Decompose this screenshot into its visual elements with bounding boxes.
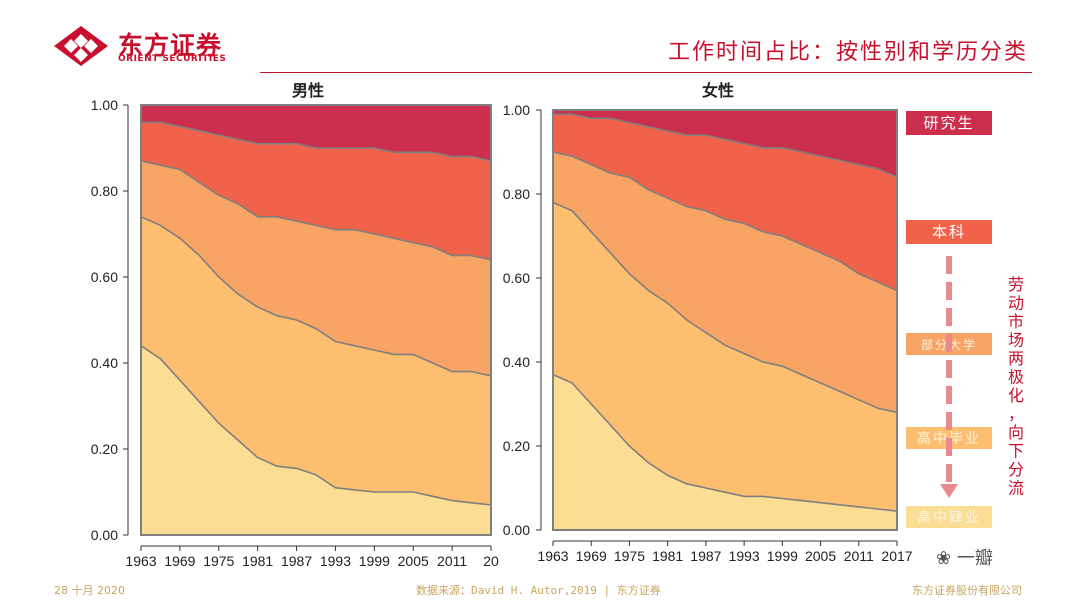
x-tick-label: 1975 bbox=[614, 548, 645, 564]
legend: 研究生本科部分大学高中毕业高中肄业劳动市场两极化，向下分流 bbox=[906, 111, 1024, 528]
boundary-line-4 bbox=[141, 121, 492, 162]
panel-title: 女性 bbox=[702, 81, 734, 100]
boundary-line-4 bbox=[553, 113, 898, 178]
y-tick-label: 0.40 bbox=[91, 355, 118, 371]
x-tick-label: 1987 bbox=[281, 553, 312, 569]
watermark: ❀ 一瓣 bbox=[936, 544, 993, 570]
x-tick-label: 2005 bbox=[805, 548, 836, 564]
watermark-text: 一瓣 bbox=[956, 548, 993, 569]
panel-title: 男性 bbox=[292, 81, 324, 100]
x-tick-label: 2011 bbox=[437, 553, 467, 569]
x-tick-label: 1975 bbox=[203, 553, 234, 569]
boundary-line-1 bbox=[552, 373, 898, 512]
legend-label: 研究生 bbox=[923, 114, 974, 132]
legend-swatch bbox=[906, 506, 992, 528]
company-logo: 东方证券 ORIENT SECURITIES bbox=[52, 24, 252, 68]
legend-label: 本科 bbox=[932, 223, 966, 241]
logo-mark-icon bbox=[54, 26, 108, 66]
y-tick-label: 0.80 bbox=[503, 186, 530, 202]
boundary-line-2 bbox=[140, 216, 492, 377]
x-tick-label: 1969 bbox=[164, 553, 195, 569]
plot-frame bbox=[552, 109, 898, 531]
legend-swatch bbox=[906, 111, 992, 135]
x-tick-label: 20 bbox=[483, 553, 499, 569]
area-hs-dropout bbox=[553, 374, 897, 530]
logo-subtitle: ORIENT SECURITIES bbox=[118, 54, 227, 64]
x-tick-label: 2005 bbox=[398, 553, 429, 569]
y-tick-label: 0.00 bbox=[503, 522, 530, 538]
x-tick-label: 1999 bbox=[767, 548, 798, 564]
boundary-line-3 bbox=[140, 160, 492, 261]
annotation-text: 劳动市场两极化，向下分流 bbox=[1008, 275, 1024, 498]
y-tick-label: 0.20 bbox=[91, 441, 118, 457]
x-tick-label: 1969 bbox=[576, 548, 607, 564]
area-hs-dropout bbox=[141, 345, 491, 535]
x-tick-label: 2011 bbox=[844, 548, 874, 564]
y-tick-label: 0.60 bbox=[503, 270, 530, 286]
x-tick-label: 1987 bbox=[690, 548, 721, 564]
y-tick-label: 0.40 bbox=[503, 354, 530, 370]
footer-source: 数据来源：David H. Autor,2019 | 东方证券 bbox=[416, 584, 661, 597]
x-tick-label: 1981 bbox=[242, 553, 273, 569]
title-divider bbox=[260, 72, 1032, 73]
y-tick-label: 1.00 bbox=[503, 102, 530, 118]
page-title: 工作时间占比：按性别和学历分类 bbox=[667, 40, 1028, 65]
legend-label: 高中肄业 bbox=[917, 509, 981, 526]
footer-company: 东方证券股份有限公司 bbox=[912, 584, 1022, 597]
footer-date: 28 十月 2020 bbox=[54, 584, 125, 597]
x-tick-label: 1981 bbox=[652, 548, 683, 564]
x-tick-label: 1999 bbox=[359, 553, 390, 569]
trend-arrow-head bbox=[940, 484, 958, 498]
chart-panel-male: 0.00 0.20 0.40 0.60 0.80 1.00 1963 1969 1975 1981… bbox=[91, 81, 499, 569]
legend-swatch bbox=[906, 220, 992, 244]
plot-frame bbox=[140, 104, 492, 536]
y-tick-label: 0.00 bbox=[91, 527, 118, 543]
x-tick-label: 1963 bbox=[125, 553, 156, 569]
y-tick-label: 1.00 bbox=[91, 97, 118, 113]
x-tick-label: 2017 bbox=[881, 548, 912, 564]
wechat-icon: ❀ bbox=[936, 548, 952, 569]
boundary-line-1 bbox=[140, 345, 492, 506]
boundary-line-2 bbox=[552, 201, 898, 414]
boundary-line-3 bbox=[552, 151, 898, 292]
chart-panel-female: 0.00 0.20 0.40 0.60 0.80 1.00 1963 1969 1975 1981… bbox=[503, 81, 913, 564]
x-tick-label: 1963 bbox=[537, 548, 568, 564]
x-tick-label: 1993 bbox=[729, 548, 760, 564]
x-tick-label: 1993 bbox=[320, 553, 351, 569]
area-hs-graduate bbox=[553, 202, 897, 530]
y-tick-label: 0.20 bbox=[503, 438, 530, 454]
logo-name: 东方证券 bbox=[118, 31, 223, 60]
y-tick-label: 0.80 bbox=[91, 183, 118, 199]
y-tick-label: 0.60 bbox=[91, 269, 118, 285]
